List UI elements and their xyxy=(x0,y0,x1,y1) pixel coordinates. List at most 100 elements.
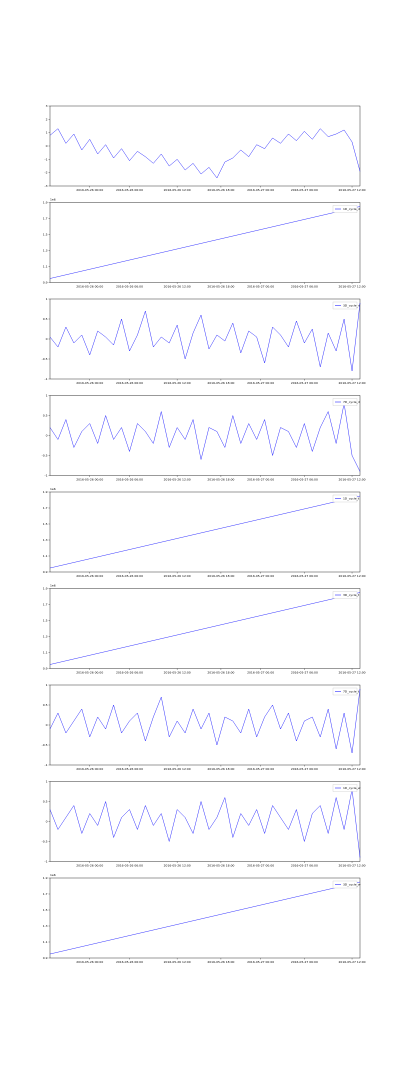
axis-offset-text: 1e6 xyxy=(50,198,56,202)
y-tick-label: 0.5 xyxy=(43,414,48,418)
axes-frame xyxy=(49,684,361,766)
x-tick-label: 2016-05-26 12:00 xyxy=(164,285,191,289)
legend-label: 3D_cycle_d xyxy=(343,304,360,308)
x-tick-label: 2016-05-27 06:00 xyxy=(291,381,318,385)
legend-box xyxy=(332,591,358,599)
x-tick-label: 2016-05-26 12:00 xyxy=(164,574,191,578)
series-line xyxy=(49,206,361,279)
chart-panel: -1 -0.5 0 0.5 1 2016-05-26 00:00 2016-05-26 06… xyxy=(42,394,366,482)
x-tick-label: 2016-05-26 18:00 xyxy=(207,864,234,868)
chart-panel: -1 -0.5 0 0.5 1 2016-05-26 00:00 2016-05-26 06… xyxy=(42,780,366,868)
y-tick-label: -0.5 xyxy=(42,743,48,747)
y-tick-label: 1.9 xyxy=(43,201,48,205)
x-tick-label: 2016-05-27 00:00 xyxy=(247,188,274,192)
y-tick-label: 1.5 xyxy=(43,619,48,623)
y-tick-label: 0 xyxy=(46,820,48,824)
series-line xyxy=(49,688,361,754)
x-tick-label: 2016-05-26 00:00 xyxy=(76,574,103,578)
x-tick-label: 2016-05-27 12:00 xyxy=(339,188,366,192)
y-tick-label: 0.5 xyxy=(43,800,48,804)
x-tick-label: 2016-05-27 00:00 xyxy=(247,381,274,385)
x-tick-label: 2016-05-26 18:00 xyxy=(207,381,234,385)
x-tick-label: 2016-05-27 00:00 xyxy=(247,478,274,482)
axes-frame xyxy=(49,105,361,187)
y-tick-label: -1 xyxy=(45,157,48,161)
y-tick-label: 1.1 xyxy=(43,940,48,944)
legend-box xyxy=(332,880,358,889)
series-line xyxy=(49,403,361,472)
y-tick-label: -0.5 xyxy=(42,840,48,844)
x-tick-label: 2016-05-26 12:00 xyxy=(164,671,191,675)
y-tick-label: 1.7 xyxy=(43,506,48,510)
x-tick-label: 2016-05-26 06:00 xyxy=(116,767,143,771)
y-tick-label: 1.7 xyxy=(43,892,48,896)
y-tick-label: 1.1 xyxy=(43,651,48,655)
x-tick-label: 2016-05-26 06:00 xyxy=(116,478,143,482)
axes-frame xyxy=(49,298,361,380)
x-tick-label: 2016-05-27 12:00 xyxy=(339,960,366,964)
x-tick-label: 2016-05-26 18:00 xyxy=(207,478,234,482)
y-tick-label: 1 xyxy=(46,394,48,398)
x-tick-label: 2016-05-27 12:00 xyxy=(339,864,366,868)
x-tick-label: 2016-05-27 06:00 xyxy=(291,767,318,771)
series-line xyxy=(49,789,361,858)
x-tick-label: 2016-05-27 00:00 xyxy=(247,574,274,578)
x-tick-label: 2016-05-26 18:00 xyxy=(207,574,234,578)
y-tick-label: 1.9 xyxy=(43,490,48,494)
x-tick-label: 2016-05-26 12:00 xyxy=(164,960,191,964)
x-tick-label: 2016-05-26 18:00 xyxy=(207,671,234,675)
x-tick-label: 2016-05-27 06:00 xyxy=(291,864,318,868)
chart-panel: 0.9 1.1 1.3 1.5 1.7 1.9 2016-05-26 00:00 2016-0… xyxy=(43,584,366,675)
legend-label: 3D_cycle_w xyxy=(343,883,361,887)
y-tick-label: 0 xyxy=(46,144,48,148)
y-tick-label: 1 xyxy=(46,780,48,784)
y-tick-label: 3 xyxy=(46,104,48,108)
y-tick-label: 0.9 xyxy=(43,570,48,574)
axis-offset-text: 1e6 xyxy=(50,487,56,491)
x-tick-label: 2016-05-26 06:00 xyxy=(116,864,143,868)
axes-frame xyxy=(49,491,361,573)
series-line xyxy=(49,128,361,179)
y-tick-label: 1.3 xyxy=(43,538,48,542)
y-tick-label: 1.1 xyxy=(43,554,48,558)
x-tick-label: 2016-05-26 00:00 xyxy=(76,767,103,771)
x-tick-label: 2016-05-27 06:00 xyxy=(291,574,318,578)
x-tick-label: 2016-05-26 00:00 xyxy=(76,285,103,289)
axes-frame xyxy=(49,395,361,476)
x-tick-label: 2016-05-26 12:00 xyxy=(164,864,191,868)
series-line xyxy=(49,881,361,955)
x-tick-label: 2016-05-27 12:00 xyxy=(339,381,366,385)
y-tick-label: -1 xyxy=(45,474,48,478)
legend-box xyxy=(332,301,358,310)
legend-label: 1D_cycle_t xyxy=(343,497,360,501)
x-tick-label: 2016-05-26 00:00 xyxy=(76,381,103,385)
y-tick-label: -1 xyxy=(45,763,48,767)
y-tick-label: 0.9 xyxy=(43,667,48,671)
chart-panel: -1 -0.5 0 0.5 1 2016-05-26 00:00 2016-05-26 06… xyxy=(42,297,366,385)
x-tick-label: 2016-05-26 18:00 xyxy=(207,960,234,964)
x-tick-label: 2016-05-26 06:00 xyxy=(116,381,143,385)
axes-frame xyxy=(49,877,361,959)
x-tick-label: 2016-05-26 12:00 xyxy=(164,188,191,192)
y-tick-label: 1.9 xyxy=(43,876,48,880)
legend-box xyxy=(332,205,358,213)
y-tick-label: 0.9 xyxy=(43,956,48,960)
y-tick-label: -1 xyxy=(45,860,48,864)
x-tick-label: 2016-05-27 12:00 xyxy=(339,285,366,289)
legend-box xyxy=(332,784,358,792)
x-tick-label: 2016-05-26 00:00 xyxy=(76,671,103,675)
y-tick-label: 0 xyxy=(46,723,48,727)
x-tick-label: 2016-05-27 06:00 xyxy=(291,478,318,482)
y-tick-label: -2 xyxy=(45,171,48,175)
axes-frame xyxy=(49,781,361,862)
x-tick-label: 2016-05-26 18:00 xyxy=(207,285,234,289)
x-tick-label: 2016-05-26 06:00 xyxy=(116,960,143,964)
y-tick-label: 1.5 xyxy=(43,908,48,912)
y-tick-label: 1 xyxy=(46,683,48,687)
x-tick-label: 2016-05-26 00:00 xyxy=(76,478,103,482)
x-tick-label: 2016-05-26 12:00 xyxy=(164,478,191,482)
y-tick-label: 1.5 xyxy=(43,233,48,237)
x-tick-label: 2016-05-27 00:00 xyxy=(247,864,274,868)
x-tick-label: 2016-05-27 00:00 xyxy=(247,960,274,964)
